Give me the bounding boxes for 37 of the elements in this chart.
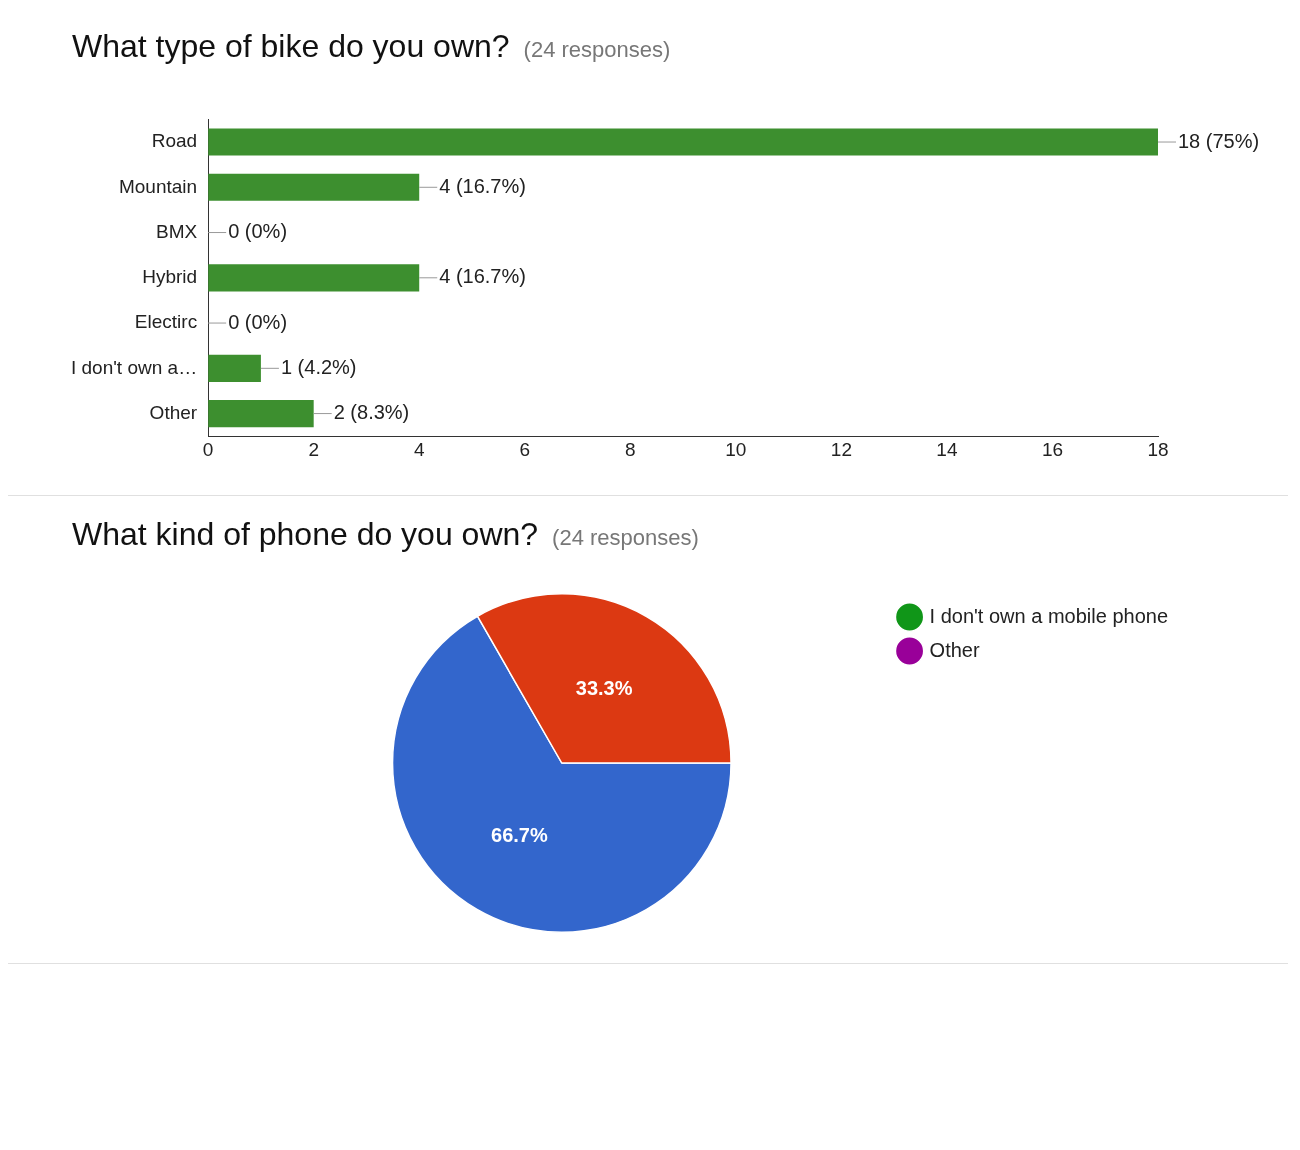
y-tick-label: BMX <box>155 220 198 242</box>
bar <box>208 354 261 382</box>
data-label: 0 (0%) <box>228 310 288 333</box>
chart-subtitle: (24 responses) <box>523 37 671 62</box>
chart-title: What kind of phone do you own? <box>72 516 539 552</box>
data-label: 0 (0%) <box>228 220 288 243</box>
y-tick-label: Other <box>149 401 198 423</box>
chart-title: What type of bike do you own? <box>72 28 510 64</box>
data-label: 4 (16.7%) <box>439 174 526 197</box>
x-tick-label: 6 <box>519 438 531 460</box>
x-tick-label: 12 <box>830 438 852 460</box>
y-tick-label: Hybrid <box>142 266 198 288</box>
x-tick-label: 2 <box>308 438 319 460</box>
legend-label: Other <box>929 638 980 661</box>
legend-label: I don't own a mobile phone <box>929 604 1169 627</box>
x-tick-label: 16 <box>1041 438 1064 460</box>
x-tick-label: 10 <box>725 438 747 460</box>
data-label: 33.3% <box>575 677 633 700</box>
data-label: 18 (75%) <box>1178 129 1260 152</box>
y-tick-label: I don't own a… <box>70 356 198 378</box>
x-tick-label: 0 <box>202 438 214 460</box>
chart-subtitle: (24 responses) <box>552 525 699 550</box>
x-tick-label: 14 <box>936 438 958 460</box>
x-tick-label: 4 <box>413 438 425 460</box>
data-label: 4 (16.7%) <box>439 265 526 288</box>
x-tick-label: 8 <box>625 438 636 460</box>
y-tick-label: Electirc <box>134 311 198 333</box>
y-tick-label: Mountain <box>118 175 198 197</box>
y-tick-label: Road <box>151 130 198 152</box>
bar <box>208 128 1158 156</box>
data-label: 66.7% <box>491 823 548 846</box>
bar <box>208 173 420 201</box>
bar <box>208 399 314 428</box>
x-tick-label: 18 <box>1147 438 1169 460</box>
bar <box>208 264 420 292</box>
data-label: 2 (8.3%) <box>333 401 410 424</box>
data-label: 1 (4.2%) <box>280 355 357 378</box>
